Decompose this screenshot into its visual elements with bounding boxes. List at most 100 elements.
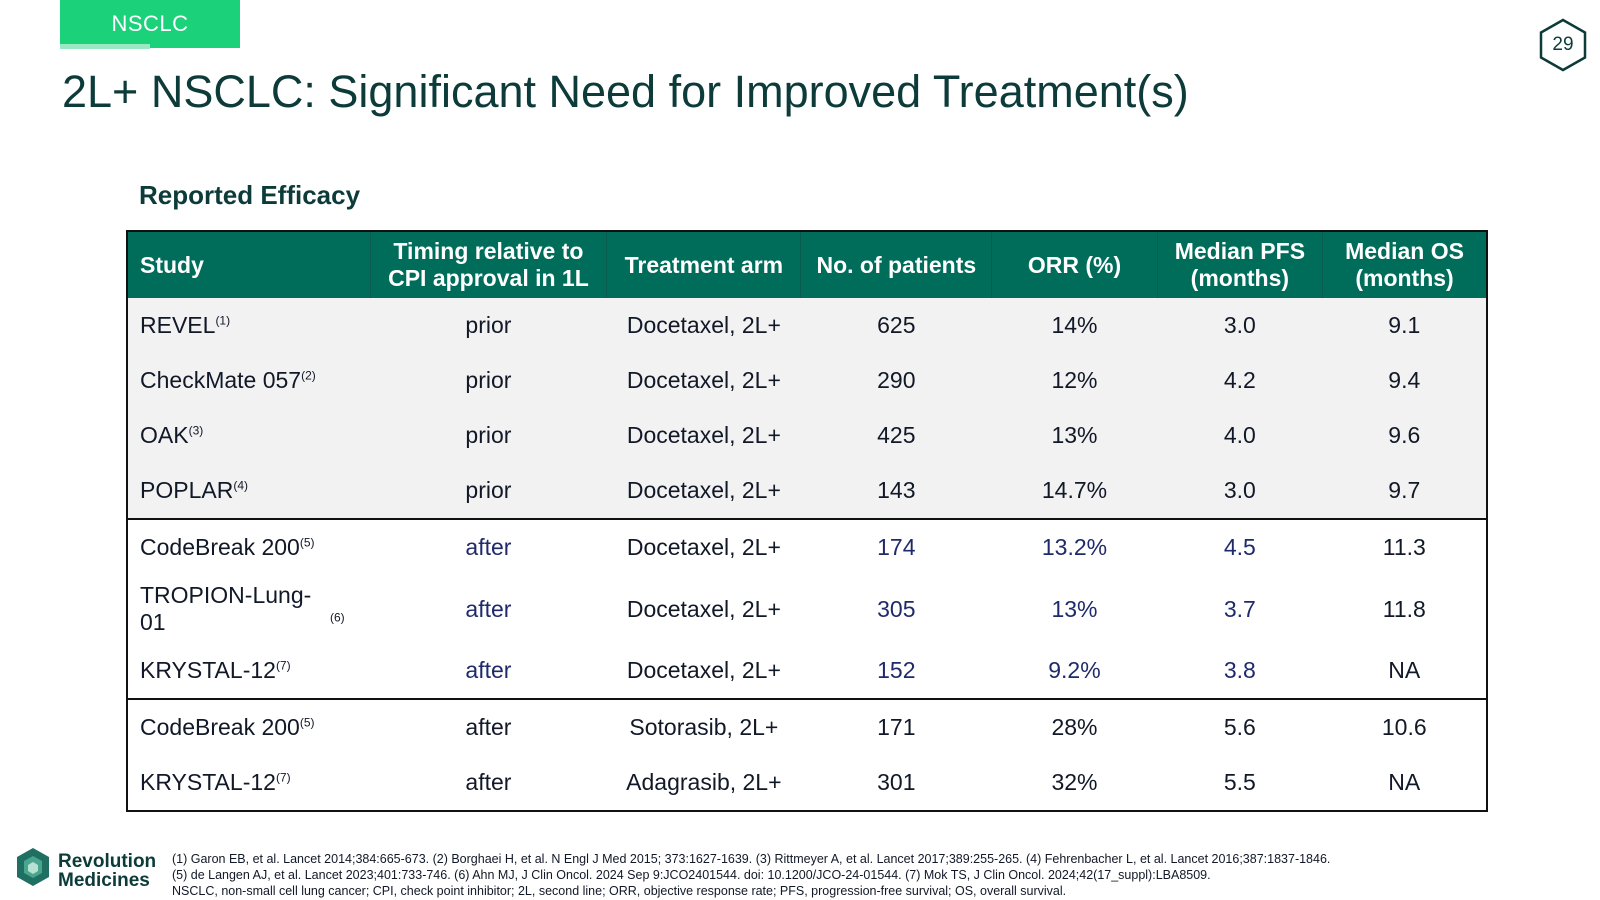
os-cell: 10.6: [1322, 698, 1487, 755]
hexagon-icon: [1539, 18, 1587, 72]
os-cell: 11.3: [1322, 518, 1487, 575]
timing-cell: after: [370, 575, 607, 643]
treatment-arm-cell: Adagrasib, 2L+: [606, 755, 801, 811]
logo-line-1: Revolution: [58, 851, 157, 872]
treatment-arm-cell: Docetaxel, 2L+: [606, 408, 801, 463]
footnote-line: (5) de Langen AJ, et al. Lancet 2023;401…: [172, 868, 1211, 882]
reference-marker: (7): [275, 770, 291, 785]
footnote-line: (1) Garon EB, et al. Lancet 2014;384:665…: [172, 852, 1331, 866]
timing-cell: prior: [370, 298, 607, 353]
orr-cell: 12%: [991, 353, 1158, 408]
os-cell: 9.1: [1322, 298, 1487, 353]
orr-cell: 32%: [991, 755, 1158, 811]
os-cell: 9.4: [1322, 353, 1487, 408]
patients-cell: 625: [800, 298, 992, 353]
study-cell: CheckMate 057(2): [127, 353, 370, 408]
treatment-arm-cell: Docetaxel, 2L+: [606, 575, 801, 643]
patients-cell: 290: [800, 353, 992, 408]
os-cell: NA: [1322, 755, 1487, 811]
column-header-study: Study: [127, 231, 371, 298]
reference-marker: (3): [188, 423, 204, 438]
timing-cell: prior: [370, 353, 607, 408]
pfs-cell: 3.8: [1157, 643, 1323, 699]
reference-marker: (7): [275, 658, 291, 673]
orr-cell: 28%: [991, 698, 1158, 755]
table-row: TROPION-Lung-01 (6) after Docetaxel, 2L+ …: [127, 575, 1487, 643]
orr-cell: 9.2%: [991, 643, 1158, 699]
page-number: 29: [1552, 34, 1574, 55]
table-row: OAK(3) prior Docetaxel, 2L+ 425 13% 4.0 …: [127, 408, 1487, 463]
study-cell: KRYSTAL-12(7): [127, 643, 370, 699]
footnote-line: NSCLC, non-small cell lung cancer; CPI, …: [172, 884, 1067, 898]
study-cell: TROPION-Lung-01 (6): [127, 575, 370, 643]
treatment-arm-cell: Docetaxel, 2L+: [606, 298, 801, 353]
os-cell: 9.7: [1322, 463, 1487, 519]
page-title: 2L+ NSCLC: Significant Need for Improved…: [62, 66, 1189, 117]
logo-line-2: Medicines: [58, 870, 150, 891]
section-tag-underline: [60, 44, 150, 49]
os-cell: 9.6: [1322, 408, 1487, 463]
timing-cell: prior: [370, 463, 607, 519]
pfs-cell: 5.5: [1157, 755, 1323, 811]
patients-cell: 425: [800, 408, 992, 463]
treatment-arm-cell: Docetaxel, 2L+: [606, 643, 801, 699]
column-header-median-os: Median OS (months): [1322, 231, 1488, 298]
orr-cell: 14.7%: [991, 463, 1158, 519]
pfs-cell: 4.0: [1157, 408, 1323, 463]
patients-cell: 143: [800, 463, 992, 519]
pfs-cell: 4.2: [1157, 353, 1323, 408]
table-row: CodeBreak 200(5) after Docetaxel, 2L+ 17…: [127, 518, 1487, 575]
study-cell: CodeBreak 200(5): [127, 698, 370, 755]
timing-cell: after: [370, 518, 607, 575]
page-number-badge: 29: [1536, 18, 1590, 72]
table-header-row: Study Timing relative to CPI approval in…: [127, 231, 1488, 298]
table-row: KRYSTAL-12(7) after Docetaxel, 2L+ 152 9…: [127, 643, 1487, 699]
timing-cell: after: [370, 755, 607, 811]
orr-cell: 13.2%: [991, 518, 1158, 575]
treatment-arm-cell: Docetaxel, 2L+: [606, 518, 801, 575]
section-subtitle: Reported Efficacy: [139, 180, 361, 210]
study-cell: CodeBreak 200(5): [127, 518, 370, 575]
revolution-medicines-logo-icon: [17, 848, 49, 886]
reference-marker: (6): [330, 610, 345, 625]
study-cell: POPLAR(4): [127, 463, 370, 519]
table-row: CodeBreak 200(5) after Sotorasib, 2L+ 17…: [127, 698, 1487, 755]
treatment-arm-cell: Docetaxel, 2L+: [606, 463, 801, 519]
timing-cell: after: [370, 643, 607, 699]
timing-cell: prior: [370, 408, 607, 463]
study-cell: KRYSTAL-12(7): [127, 755, 370, 811]
efficacy-table: Study Timing relative to CPI approval in…: [126, 230, 1488, 812]
column-header-patients: No. of patients: [800, 231, 993, 298]
timing-cell: after: [370, 698, 607, 755]
pfs-cell: 4.5: [1157, 518, 1323, 575]
reference-marker: (2): [301, 368, 316, 383]
reference-marker: (5): [299, 535, 315, 550]
treatment-arm-cell: Docetaxel, 2L+: [606, 353, 801, 408]
table-row: CheckMate 057(2) prior Docetaxel, 2L+ 29…: [127, 353, 1487, 408]
reference-marker: (1): [215, 313, 231, 328]
column-header-median-pfs: Median PFS (months): [1157, 231, 1324, 298]
os-cell: 11.8: [1322, 575, 1487, 643]
patients-cell: 171: [800, 698, 992, 755]
section-tag: NSCLC: [60, 0, 240, 48]
treatment-arm-cell: Sotorasib, 2L+: [606, 698, 801, 755]
reference-marker: (4): [233, 478, 248, 493]
column-header-timing: Timing relative to CPI approval in 1L: [370, 231, 608, 298]
study-cell: OAK(3): [127, 408, 370, 463]
column-header-treatment-arm: Treatment arm: [606, 231, 802, 298]
company-logo-text: Revolution Medicines: [58, 852, 156, 890]
orr-cell: 13%: [991, 575, 1158, 643]
footnotes: (1) Garon EB, et al. Lancet 2014;384:665…: [172, 851, 1582, 899]
orr-cell: 14%: [991, 298, 1158, 353]
patients-cell: 152: [800, 643, 992, 699]
pfs-cell: 3.0: [1157, 463, 1323, 519]
pfs-cell: 3.0: [1157, 298, 1323, 353]
study-cell: REVEL(1): [127, 298, 370, 353]
pfs-cell: 3.7: [1157, 575, 1323, 643]
os-cell: NA: [1322, 643, 1487, 699]
orr-cell: 13%: [991, 408, 1158, 463]
table-row: REVEL(1) prior Docetaxel, 2L+ 625 14% 3.…: [127, 298, 1487, 353]
pfs-cell: 5.6: [1157, 698, 1323, 755]
patients-cell: 301: [800, 755, 992, 811]
patients-cell: 174: [800, 518, 992, 575]
